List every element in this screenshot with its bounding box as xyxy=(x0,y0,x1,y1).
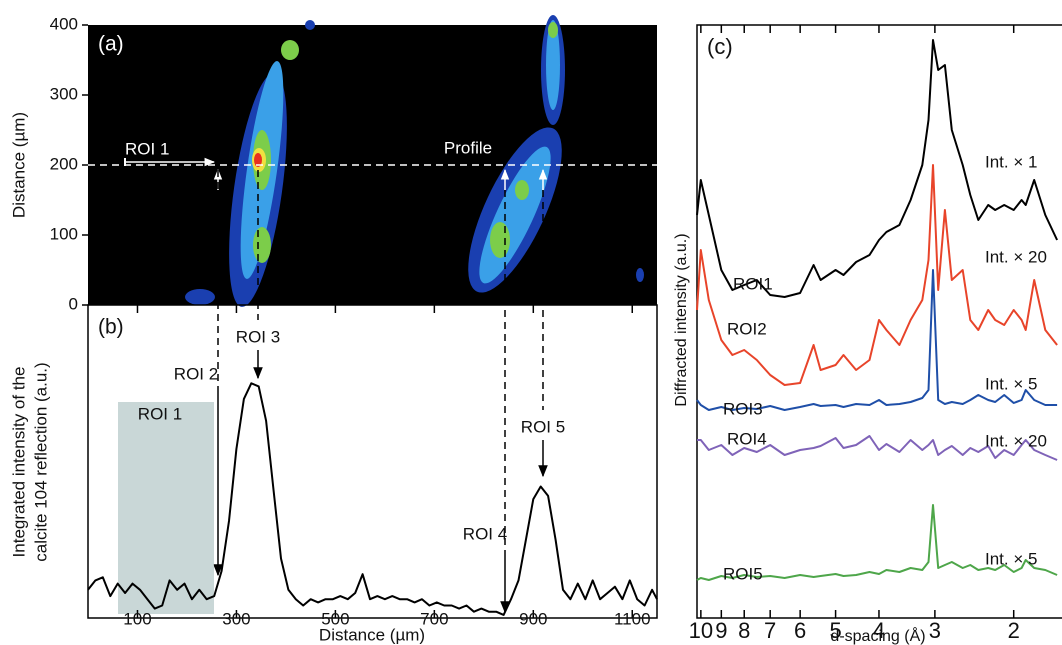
series-label: ROI3 xyxy=(723,399,763,418)
scale-annotation: Int. × 20 xyxy=(985,247,1047,266)
x-tick-label: 300 xyxy=(222,609,250,628)
panel-label: (b) xyxy=(98,316,124,339)
x-tick-label: 8 xyxy=(738,618,750,643)
panel-label: (a) xyxy=(98,33,124,56)
series-label: ROI2 xyxy=(727,319,767,338)
annotation: Profile xyxy=(444,138,492,157)
spectrum xyxy=(697,435,1058,461)
scale-annotation: Int. × 5 xyxy=(985,549,1037,568)
y-axis-label: Distance (µm) xyxy=(9,112,28,218)
y-tick-label: 200 xyxy=(50,154,78,173)
x-tick-label: 9 xyxy=(715,618,727,643)
x-tick-label: 5 xyxy=(829,618,841,643)
series-label: ROI5 xyxy=(723,564,763,583)
profile-curve xyxy=(87,382,658,616)
x-tick-label: 7 xyxy=(764,618,776,643)
heatmap-blobs xyxy=(185,15,644,307)
spectrum xyxy=(696,39,1059,298)
x-tick-label: 4 xyxy=(873,618,885,643)
series-label: ROI1 xyxy=(733,274,773,293)
panel-label: (c) xyxy=(707,34,733,59)
scale-annotation: Int. × 20 xyxy=(985,431,1047,450)
spectrum xyxy=(696,269,1058,411)
annotation: ROI 1 xyxy=(138,404,182,423)
series-label: ROI4 xyxy=(727,429,767,448)
y-axis-label: Diffracted intensity (a.u.) xyxy=(673,233,690,406)
scale-annotation: Int. × 1 xyxy=(985,152,1037,171)
x-tick-label: 10 xyxy=(689,618,713,643)
x-tick-label: 3 xyxy=(929,618,941,643)
spectrum xyxy=(696,504,1058,581)
x-tick-label: 500 xyxy=(321,609,349,628)
spectrum xyxy=(696,164,1058,386)
x-tick-label: 900 xyxy=(519,609,547,628)
annotation: ROI 2 xyxy=(174,364,218,383)
x-axis-label: Distance (µm) xyxy=(319,625,425,644)
x-tick-label: 1100 xyxy=(614,609,651,628)
annotation: ROI 1 xyxy=(125,139,169,158)
y-tick-label: 100 xyxy=(50,224,78,243)
x-tick-label: 6 xyxy=(794,618,806,643)
x-axis-label: d-spacing (Å) xyxy=(830,626,925,645)
roi1-region xyxy=(118,402,214,614)
y-tick-label: 400 xyxy=(50,14,78,33)
annotation: ROI 3 xyxy=(236,327,280,346)
panel-b-frame xyxy=(87,304,658,619)
y-tick-label: 0 xyxy=(69,294,78,313)
x-tick-label: 2 xyxy=(1008,618,1020,643)
y-tick-label: 300 xyxy=(50,84,78,103)
annotation: ROI 4 xyxy=(463,524,507,543)
y-axis-label: calcite 104 reflection (a.u.) xyxy=(31,362,50,561)
x-tick-label: 700 xyxy=(420,609,448,628)
y-axis-label: Integrated intensity of the xyxy=(9,367,28,558)
panel-c-frame xyxy=(696,24,1062,619)
annotation: ROI 5 xyxy=(521,417,565,436)
scale-annotation: Int. × 5 xyxy=(985,374,1037,393)
x-tick-label: 100 xyxy=(123,609,151,628)
